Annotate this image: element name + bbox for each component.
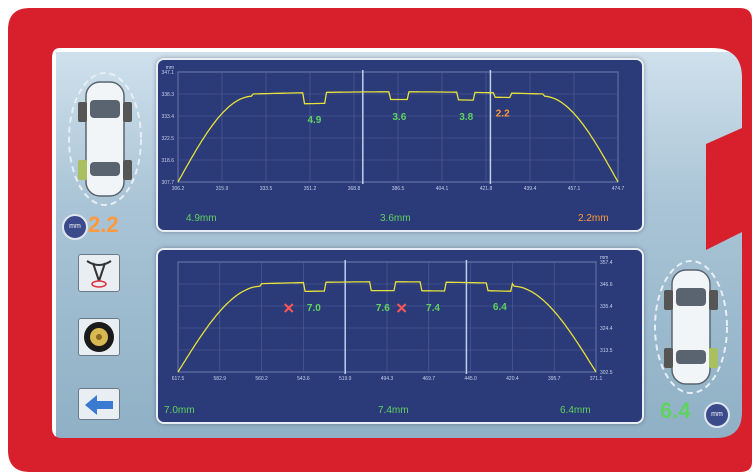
y-tick-label: 318.6 <box>161 158 174 164</box>
bottom-readout-center: 7.4mm <box>378 405 409 416</box>
car-top-view-front-left-icon <box>68 72 142 206</box>
back-arrow-icon <box>85 395 113 415</box>
groove-depth-label: 7.4 <box>426 303 440 314</box>
groove-depth-label: 2.2 <box>496 109 510 120</box>
x-tick-label: 404.1 <box>436 186 449 192</box>
y-tick-label: 335.4 <box>600 304 613 310</box>
x-tick-label: 395.7 <box>548 376 561 382</box>
x-tick-label: 371.1 <box>590 376 603 382</box>
tire-wheel-icon <box>84 322 114 352</box>
tread-profile-line <box>177 91 619 183</box>
y-tick-label: 324.4 <box>600 326 613 332</box>
x-tick-label: 494.3 <box>381 376 394 382</box>
measurement-screen: mm 2.2 347.1 338.3 333.4 322.5 318.6 30 <box>56 52 742 438</box>
y-unit-label: mm <box>166 65 174 71</box>
x-tick-label: 617.5 <box>172 376 185 382</box>
x-tick-label: 543.6 <box>297 376 310 382</box>
mm-unit-badge-left: mm <box>62 214 88 240</box>
car-top-view-rear-right-icon <box>654 260 728 394</box>
bottom-readout-left: 7.0mm <box>164 405 195 416</box>
x-tick-label: 420.4 <box>506 376 519 382</box>
x-tick-label: 351.2 <box>304 186 317 192</box>
y-tick-label: 302.5 <box>600 370 613 376</box>
y-tick-label: 322.5 <box>161 136 174 142</box>
groove-depth-label: 3.6 <box>392 112 406 123</box>
x-tick-label: 457.1 <box>568 186 581 192</box>
groove-depth-label: 6.4 <box>493 302 507 313</box>
x-tick-label: 560.2 <box>255 376 268 382</box>
top-tread-profile-panel: 347.1 338.3 333.4 322.5 318.6 307.7 306.2 315.9… <box>156 58 644 232</box>
tread-gauge-button[interactable] <box>78 254 120 292</box>
y-tick-label: 346.6 <box>600 282 613 288</box>
y-unit-label: mm <box>600 255 608 261</box>
x-tick-label: 333.5 <box>260 186 273 192</box>
bottom-tread-profile-chart: 357.4 346.6 335.4 324.4 313.5 302.5 617.5 582.9… <box>172 255 613 382</box>
wear-warning-marker <box>284 303 294 313</box>
x-tick-label: 445.0 <box>464 376 477 382</box>
y-tick-label: 357.4 <box>600 260 613 266</box>
back-button[interactable] <box>78 388 120 420</box>
x-tick-label: 386.5 <box>392 186 405 192</box>
x-tick-label: 439.4 <box>524 186 537 192</box>
top-readout-center: 3.6mm <box>380 213 411 224</box>
x-tick-label: 306.2 <box>172 186 185 192</box>
x-tick-label: 469.7 <box>423 376 436 382</box>
groove-depth-label: 7.6 <box>376 303 390 314</box>
groove-depth-label: 3.8 <box>459 112 473 123</box>
y-tick-label: 347.1 <box>161 70 174 76</box>
right-tire-depth-value: 6.4 <box>660 398 691 423</box>
left-tire-depth-value: 2.2 <box>88 212 119 237</box>
top-readout-left: 4.9mm <box>186 213 217 224</box>
y-tick-label: 333.4 <box>161 114 174 120</box>
y-tick-label: 313.5 <box>600 348 613 354</box>
tread-gauge-icon <box>86 260 112 288</box>
x-tick-label: 474.7 <box>612 186 625 192</box>
tire-view-button[interactable] <box>78 318 120 356</box>
x-tick-label: 421.8 <box>480 186 493 192</box>
bottom-tread-profile-panel: 357.4 346.6 335.4 324.4 313.5 302.5 617.5 582.9… <box>156 248 644 424</box>
groove-depth-label: 4.9 <box>307 115 321 126</box>
tread-profile-line <box>177 281 597 373</box>
top-readout-right: 2.2mm <box>578 213 609 224</box>
bottom-readout-right: 6.4mm <box>560 405 591 416</box>
y-tick-label: 338.3 <box>161 92 174 98</box>
x-tick-label: 582.9 <box>214 376 227 382</box>
y-tick-label: 307.7 <box>161 180 174 186</box>
x-tick-label: 368.8 <box>348 186 361 192</box>
wear-warning-marker <box>396 303 407 313</box>
groove-depth-label: 7.0 <box>307 303 321 314</box>
mm-unit-badge-right: mm <box>704 402 730 428</box>
x-tick-label: 519.9 <box>339 376 352 382</box>
x-tick-label: 315.9 <box>216 186 229 192</box>
